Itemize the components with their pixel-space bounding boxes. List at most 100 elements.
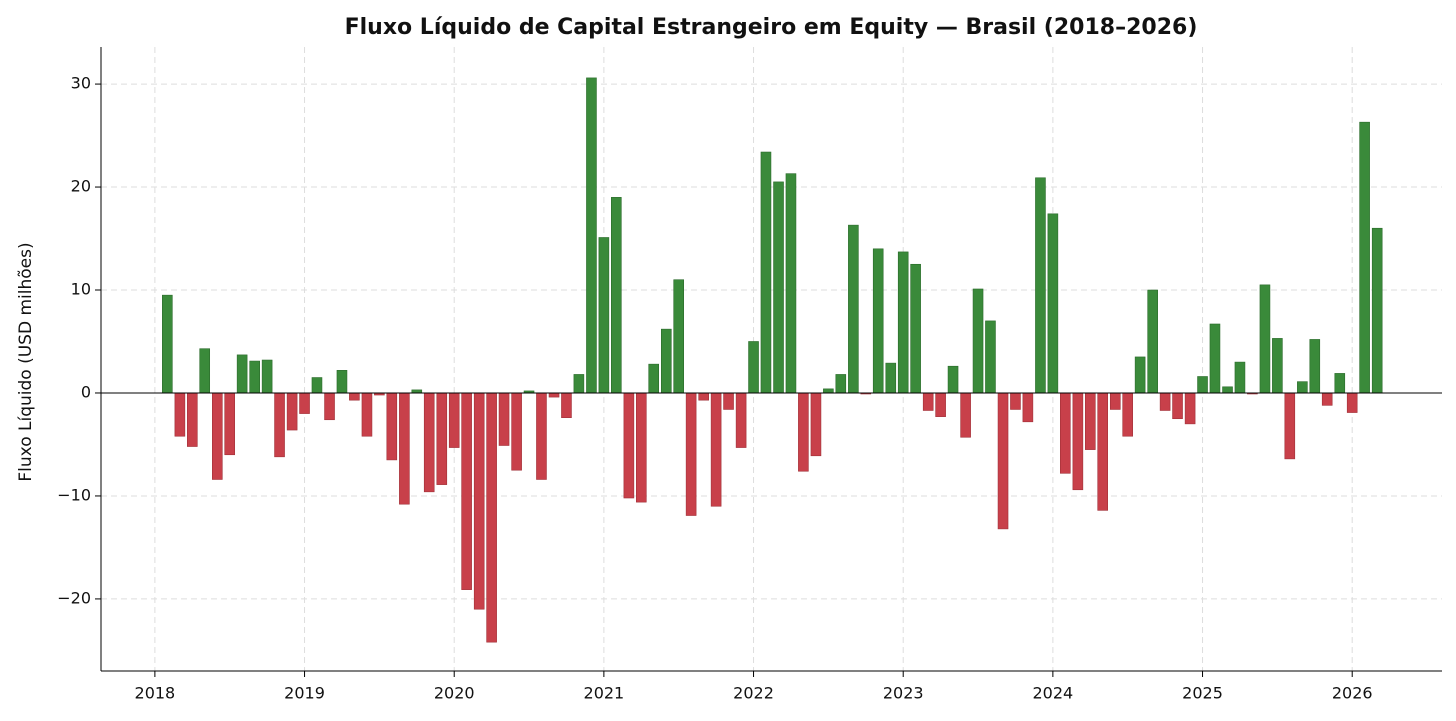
bar (1359, 121, 1370, 394)
bar (261, 359, 273, 394)
bar (174, 392, 186, 437)
x-tick-label: 2023 (883, 684, 924, 703)
bar (1209, 323, 1221, 394)
bar (760, 151, 772, 394)
x-tick-label: 2020 (434, 684, 475, 703)
bar (1272, 338, 1283, 394)
bar (324, 392, 335, 421)
bar (498, 392, 510, 446)
bar (1197, 376, 1208, 394)
bar (212, 392, 223, 480)
bar (461, 392, 472, 590)
bar (536, 392, 547, 480)
bar (623, 392, 635, 499)
bar (985, 320, 996, 394)
bar (1371, 227, 1383, 394)
x-tick-label: 2019 (284, 684, 325, 703)
bar (361, 392, 373, 437)
bar (685, 392, 697, 516)
x-tick-label: 2026 (1332, 684, 1373, 703)
bar (598, 237, 610, 394)
bar (710, 392, 722, 507)
bar (648, 363, 660, 394)
y-tick-label: 20 (71, 177, 91, 196)
bar (162, 294, 173, 394)
bar (698, 392, 709, 401)
bar (611, 197, 622, 394)
x-tick-label: 2025 (1182, 684, 1223, 703)
x-tick-label: 2021 (584, 684, 625, 703)
bar (311, 377, 323, 394)
bar (835, 374, 847, 394)
y-tick-label: −20 (57, 588, 91, 607)
bar (872, 248, 884, 394)
bar (299, 392, 310, 414)
bar (735, 392, 747, 448)
bar (1147, 289, 1158, 394)
bar (1259, 284, 1271, 394)
x-tick-label: 2018 (135, 684, 176, 703)
bar (1321, 392, 1333, 406)
bar (1035, 177, 1046, 394)
bar (660, 328, 672, 394)
bar (748, 341, 759, 394)
bar (897, 251, 909, 394)
bar (448, 392, 460, 448)
bar (511, 392, 522, 471)
bar (848, 224, 859, 394)
y-axis-label: Fluxo Líquido (USD milhões) (16, 242, 36, 481)
bar (286, 392, 298, 431)
bar (773, 181, 784, 394)
bar (1060, 392, 1071, 474)
bar (823, 388, 834, 394)
bar (885, 362, 897, 394)
bar (473, 392, 485, 610)
bar (935, 392, 946, 417)
bar (798, 392, 809, 472)
bar (249, 360, 260, 394)
bar (1097, 392, 1108, 511)
bar (960, 392, 971, 438)
bar (1309, 339, 1321, 394)
bar (1134, 356, 1146, 394)
bar (947, 365, 959, 394)
bar (236, 354, 248, 394)
bar (349, 392, 360, 401)
bar (274, 392, 285, 458)
chart-title: Fluxo Líquido de Capital Estrangeiro em … (345, 15, 1198, 40)
bar (1109, 392, 1121, 410)
bar (1084, 392, 1096, 450)
bar (199, 348, 211, 394)
bar (187, 392, 198, 447)
bar (972, 288, 984, 394)
bar (423, 392, 435, 493)
bar (336, 370, 348, 394)
bar (673, 279, 684, 394)
bar (1284, 392, 1296, 460)
bar (586, 77, 597, 394)
bar (1122, 392, 1133, 437)
bar (1159, 392, 1171, 411)
bar (573, 374, 585, 394)
bar (561, 392, 572, 418)
bar (386, 392, 398, 461)
bar (1047, 213, 1059, 394)
bar (548, 392, 560, 398)
bar (1184, 392, 1196, 425)
bar (1222, 386, 1233, 394)
bar (922, 392, 934, 411)
bar (486, 392, 497, 643)
x-tick-label: 2024 (1033, 684, 1074, 703)
bar (910, 263, 921, 394)
bar (1072, 392, 1084, 491)
bar (1297, 381, 1308, 394)
y-tick-label: −10 (57, 485, 91, 504)
y-tick-label: 10 (71, 280, 91, 299)
bar (723, 392, 734, 410)
bar (399, 392, 410, 505)
bar (997, 392, 1009, 530)
bar (436, 392, 448, 485)
bar (1346, 392, 1358, 413)
bar (1234, 361, 1246, 394)
